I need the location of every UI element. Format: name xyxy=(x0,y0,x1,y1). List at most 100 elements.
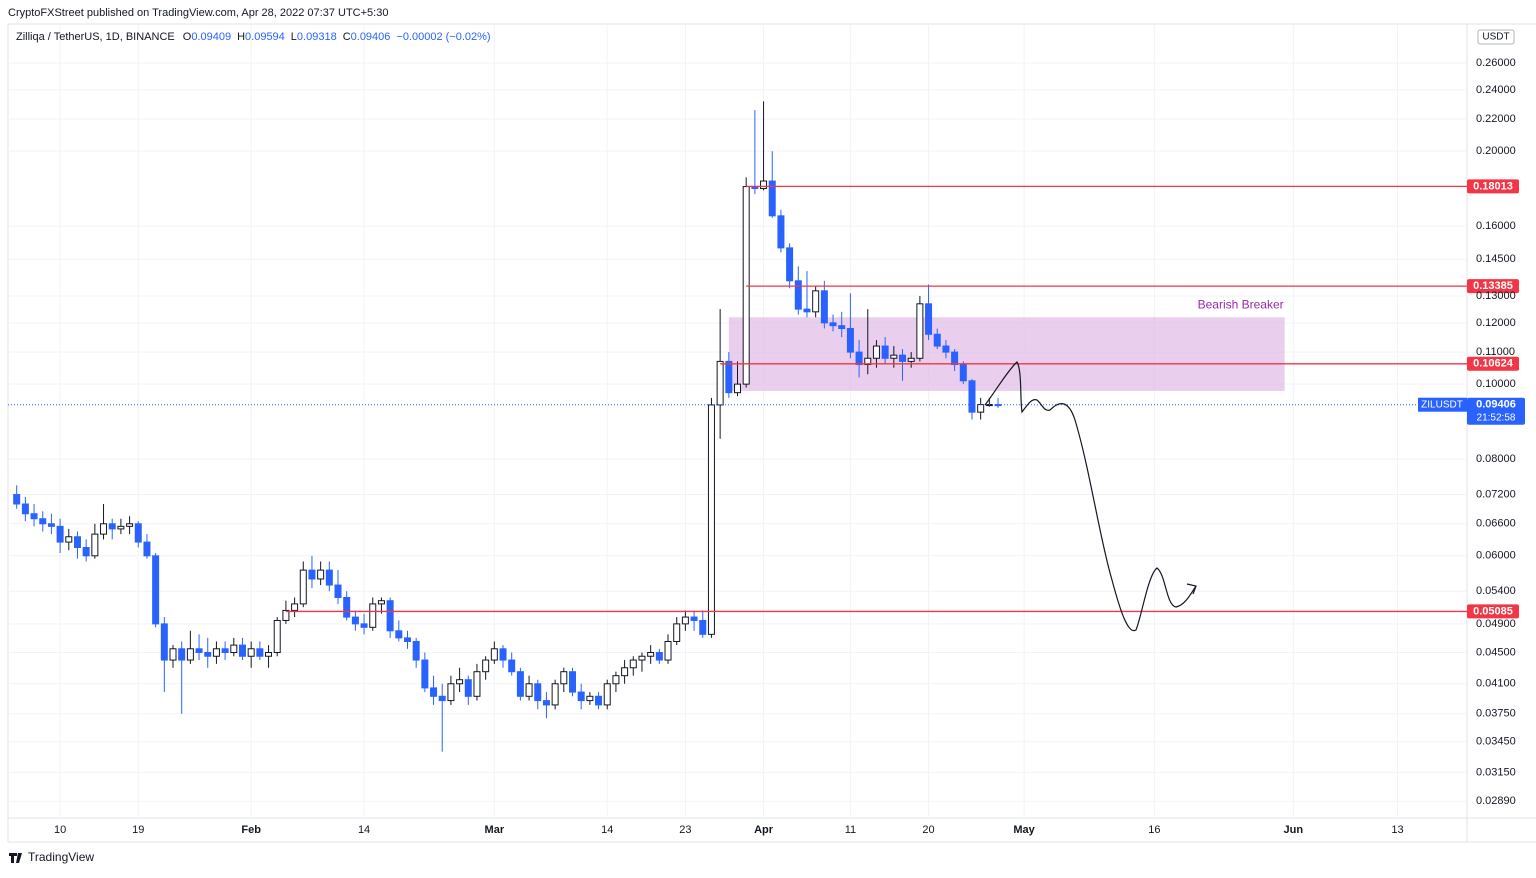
candle-body xyxy=(299,569,307,605)
countdown: 21:52:58 xyxy=(1477,412,1516,423)
brand: TradingView xyxy=(28,850,94,864)
candle-body xyxy=(977,404,985,413)
candle-body xyxy=(30,513,38,520)
x-tick-label: Feb xyxy=(241,824,261,836)
legend-key: O xyxy=(183,31,192,43)
candle-body xyxy=(933,333,941,347)
candle-body xyxy=(568,671,576,693)
candle-body xyxy=(803,308,811,313)
y-tick-label: 0.14500 xyxy=(1476,253,1516,265)
x-tick-label: 14 xyxy=(601,824,613,836)
candle-body xyxy=(890,354,898,359)
x-tick-label: 13 xyxy=(1391,824,1403,836)
x-tick-label: 10 xyxy=(54,824,66,836)
legend-key: L xyxy=(291,31,297,43)
y-tick-label: 0.24000 xyxy=(1476,84,1516,96)
y-tick-label: 0.07200 xyxy=(1476,488,1516,500)
candle-body xyxy=(621,667,629,677)
y-unit: USDT xyxy=(1482,32,1509,43)
candle-body xyxy=(369,603,377,628)
candle-body xyxy=(820,290,828,324)
y-tick-label: 0.03450 xyxy=(1476,736,1516,748)
x-tick-label: 19 xyxy=(132,824,144,836)
candle-body xyxy=(204,651,212,657)
y-tick-label: 0.22000 xyxy=(1476,113,1516,125)
projection-path xyxy=(984,361,1197,632)
x-tick-label: 14 xyxy=(358,824,370,836)
level-tag xyxy=(1467,279,1519,294)
candle-body xyxy=(100,523,108,535)
level-tag xyxy=(1467,604,1519,619)
candle-body xyxy=(473,671,481,697)
candle-body xyxy=(238,644,246,657)
candle-body xyxy=(56,525,64,543)
candle-body xyxy=(916,303,924,359)
candles xyxy=(13,101,1002,752)
candle-body xyxy=(212,648,220,657)
candle-body xyxy=(734,383,741,394)
y-tick-label: 0.04100 xyxy=(1476,678,1516,690)
candle-body xyxy=(829,322,837,327)
legend-value: 0.09406 xyxy=(351,31,391,43)
zone-layer xyxy=(728,317,1285,391)
candle-body xyxy=(777,215,785,249)
level-tag xyxy=(1467,179,1519,194)
level-tag-text: 0.05085 xyxy=(1473,605,1513,617)
y-tick-label: 0.08000 xyxy=(1476,453,1516,465)
x-tick-label: 11 xyxy=(845,824,856,836)
y-unit-box xyxy=(1477,29,1515,45)
candle-body xyxy=(864,357,872,366)
price-tag-text: 0.09406 xyxy=(1476,399,1516,411)
candle-body xyxy=(899,354,907,362)
candle-body xyxy=(351,616,359,625)
x-tick-label: Apr xyxy=(754,824,774,836)
candle-body xyxy=(595,695,603,706)
candle-body xyxy=(464,679,472,697)
legend-change: −0.00002 (−0.02%) xyxy=(396,31,490,43)
y-tick-label: 0.20000 xyxy=(1476,145,1516,157)
candle-body xyxy=(490,648,498,661)
candle-body xyxy=(534,683,542,702)
y-tick-label: 0.12000 xyxy=(1476,317,1516,329)
candle-body xyxy=(482,659,490,673)
y-tick-label: 0.13000 xyxy=(1476,290,1516,302)
y-tick-label: 0.02890 xyxy=(1476,795,1516,807)
candle-body xyxy=(508,659,516,673)
candle-body xyxy=(291,603,299,611)
candle-body xyxy=(516,671,524,697)
candle-body xyxy=(742,186,750,385)
candle-body xyxy=(872,345,880,359)
x-tick-label: Mar xyxy=(485,824,505,836)
candle-body xyxy=(716,360,724,406)
y-tick-label: 0.03750 xyxy=(1476,708,1516,720)
candle-body xyxy=(551,683,559,706)
y-tick-label: 0.05400 xyxy=(1476,585,1516,597)
y-tick-label: 0.04900 xyxy=(1476,618,1516,630)
candle-body xyxy=(108,523,116,530)
candle-body xyxy=(447,683,455,702)
candle-body xyxy=(160,623,168,661)
legend-value: 0.09409 xyxy=(191,31,231,43)
symbol-title: Zilliqa / TetherUS, 1D, BINANCE xyxy=(16,31,175,43)
candle-body xyxy=(247,648,255,657)
price-tag xyxy=(1467,397,1525,425)
level-tag xyxy=(1467,356,1519,371)
candle-body xyxy=(256,648,264,657)
ohlc-legend: O 0.09409 H 0.09594 L 0.09318 C 0.09406 −0.00002… xyxy=(183,31,491,43)
candle-body xyxy=(308,569,316,580)
candle-body xyxy=(430,687,438,697)
level-tag-text: 0.10624 xyxy=(1473,358,1514,370)
candle-body xyxy=(456,679,464,685)
overlay: 0.18013 0.13385 0.10624 0.05085 ZILUSDT 0.094… xyxy=(8,179,1525,619)
candle-body xyxy=(638,655,646,661)
candle-body xyxy=(707,404,715,635)
candle-body xyxy=(39,518,47,525)
candle-body xyxy=(664,640,672,661)
x-tick-label: 23 xyxy=(679,824,691,836)
y-tick-label: 0.06000 xyxy=(1476,550,1516,562)
candle-body xyxy=(586,695,594,702)
brand-logo xyxy=(9,853,22,863)
candle-body xyxy=(325,569,333,586)
